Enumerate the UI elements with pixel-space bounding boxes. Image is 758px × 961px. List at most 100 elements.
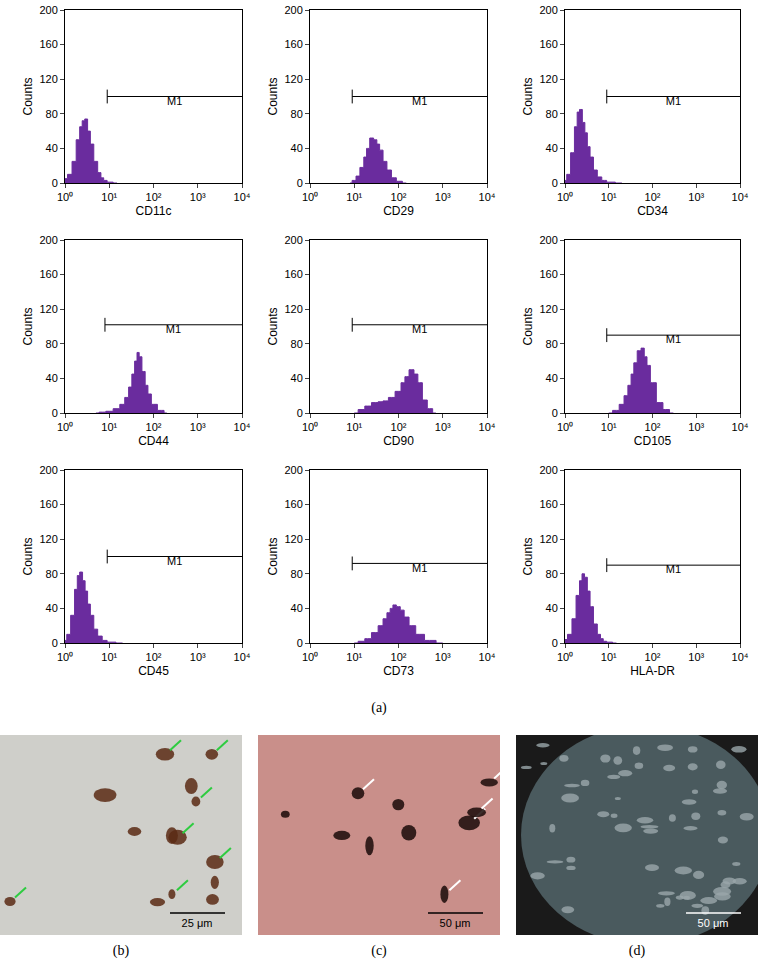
svg-text:50 μm: 50 μm — [440, 917, 471, 929]
svg-text:M1: M1 — [666, 333, 681, 345]
svg-text:CD105: CD105 — [634, 434, 672, 448]
svg-text:10²: 10² — [146, 191, 162, 203]
svg-text:10⁴: 10⁴ — [479, 421, 496, 433]
svg-text:200: 200 — [284, 4, 302, 16]
svg-text:40: 40 — [546, 602, 558, 614]
svg-text:40: 40 — [291, 142, 303, 154]
svg-text:0: 0 — [52, 637, 58, 649]
svg-text:M1: M1 — [412, 562, 427, 574]
svg-text:CD73: CD73 — [383, 664, 414, 678]
svg-text:0: 0 — [52, 177, 58, 189]
svg-text:200: 200 — [39, 4, 57, 16]
svg-text:160: 160 — [39, 38, 57, 50]
svg-text:160: 160 — [284, 38, 302, 50]
svg-text:120: 120 — [284, 533, 302, 545]
svg-text:10²: 10² — [645, 651, 661, 663]
svg-text:10³: 10³ — [190, 421, 206, 433]
svg-text:CD45: CD45 — [138, 664, 169, 678]
svg-text:40: 40 — [46, 372, 58, 384]
svg-text:200: 200 — [539, 234, 557, 246]
svg-text:120: 120 — [284, 303, 302, 315]
svg-text:160: 160 — [539, 268, 557, 280]
svg-text:10²: 10² — [391, 191, 407, 203]
svg-text:200: 200 — [539, 4, 557, 16]
svg-text:CD34: CD34 — [637, 204, 668, 218]
svg-text:120: 120 — [539, 303, 557, 315]
svg-text:10⁰: 10⁰ — [302, 191, 318, 203]
svg-text:160: 160 — [284, 268, 302, 280]
svg-text:10¹: 10¹ — [601, 191, 617, 203]
svg-text:Counts: Counts — [21, 77, 35, 115]
svg-text:CD90: CD90 — [383, 434, 414, 448]
svg-text:0: 0 — [552, 637, 558, 649]
svg-text:0: 0 — [297, 637, 303, 649]
svg-text:80: 80 — [546, 108, 558, 120]
svg-text:10⁰: 10⁰ — [557, 651, 573, 663]
svg-text:160: 160 — [39, 268, 57, 280]
svg-text:10³: 10³ — [688, 191, 704, 203]
svg-text:10²: 10² — [146, 421, 162, 433]
svg-text:M1: M1 — [412, 323, 427, 335]
svg-text:40: 40 — [546, 372, 558, 384]
svg-text:Counts: Counts — [266, 537, 280, 575]
svg-text:10¹: 10¹ — [346, 421, 362, 433]
svg-text:80: 80 — [46, 338, 58, 350]
svg-text:160: 160 — [539, 38, 557, 50]
svg-text:0: 0 — [552, 177, 558, 189]
svg-text:200: 200 — [39, 234, 57, 246]
svg-text:80: 80 — [546, 568, 558, 580]
svg-text:10²: 10² — [391, 421, 407, 433]
svg-text:Counts: Counts — [521, 537, 535, 575]
svg-text:10⁴: 10⁴ — [732, 421, 749, 433]
svg-text:120: 120 — [39, 533, 57, 545]
svg-text:M1: M1 — [666, 95, 681, 107]
svg-text:CD11c: CD11c — [136, 204, 172, 218]
svg-text:10¹: 10¹ — [346, 191, 362, 203]
svg-text:10⁰: 10⁰ — [557, 421, 573, 433]
svg-text:10⁰: 10⁰ — [57, 191, 73, 203]
svg-text:80: 80 — [291, 568, 303, 580]
svg-text:200: 200 — [39, 464, 57, 476]
svg-text:0: 0 — [52, 407, 58, 419]
svg-text:80: 80 — [546, 338, 558, 350]
svg-text:10¹: 10¹ — [101, 651, 117, 663]
svg-text:10²: 10² — [645, 191, 661, 203]
svg-text:80: 80 — [46, 108, 58, 120]
svg-text:10⁰: 10⁰ — [302, 421, 318, 433]
svg-text:200: 200 — [284, 234, 302, 246]
svg-text:25 μm: 25 μm — [182, 917, 213, 929]
svg-text:160: 160 — [539, 498, 557, 510]
svg-text:M1: M1 — [167, 95, 182, 107]
svg-text:10¹: 10¹ — [346, 651, 362, 663]
svg-text:80: 80 — [46, 568, 58, 580]
svg-text:10⁰: 10⁰ — [557, 191, 573, 203]
svg-text:10⁰: 10⁰ — [57, 421, 73, 433]
svg-text:10⁴: 10⁴ — [479, 191, 496, 203]
svg-text:200: 200 — [284, 464, 302, 476]
svg-text:M1: M1 — [412, 95, 427, 107]
svg-text:CD29: CD29 — [383, 204, 414, 218]
svg-text:10³: 10³ — [435, 191, 451, 203]
svg-text:40: 40 — [46, 602, 58, 614]
svg-text:10¹: 10¹ — [601, 651, 617, 663]
svg-text:120: 120 — [39, 73, 57, 85]
svg-text:10³: 10³ — [688, 421, 704, 433]
svg-text:40: 40 — [291, 372, 303, 384]
svg-text:10⁴: 10⁴ — [732, 651, 749, 663]
svg-text:10¹: 10¹ — [101, 421, 117, 433]
svg-text:10³: 10³ — [190, 191, 206, 203]
svg-text:10⁴: 10⁴ — [234, 651, 251, 663]
svg-text:200: 200 — [539, 464, 557, 476]
svg-text:Counts: Counts — [21, 307, 35, 345]
svg-text:10⁴: 10⁴ — [479, 651, 496, 663]
svg-text:HLA-DR: HLA-DR — [630, 664, 675, 678]
svg-text:120: 120 — [539, 73, 557, 85]
svg-text:CD44: CD44 — [138, 434, 169, 448]
svg-text:80: 80 — [291, 108, 303, 120]
svg-text:10⁴: 10⁴ — [732, 191, 749, 203]
svg-text:Counts: Counts — [521, 77, 535, 115]
svg-text:160: 160 — [284, 498, 302, 510]
svg-text:10³: 10³ — [435, 421, 451, 433]
svg-text:Counts: Counts — [266, 307, 280, 345]
svg-text:Counts: Counts — [521, 307, 535, 345]
